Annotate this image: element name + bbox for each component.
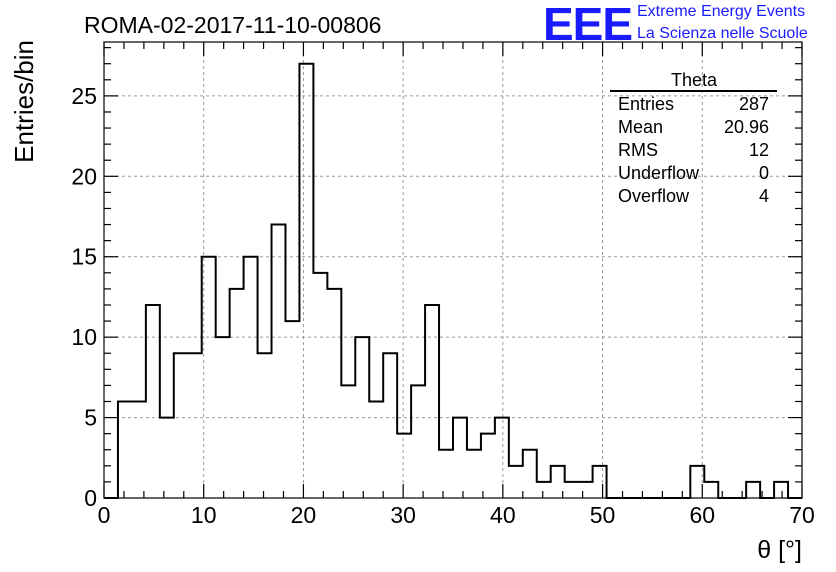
stats-value: 0 xyxy=(759,163,769,183)
y-tick-label: 25 xyxy=(71,83,97,109)
y-tick-label: 0 xyxy=(84,485,97,511)
logo-line-1: Extreme Energy Events xyxy=(637,3,806,20)
x-tick-label: 40 xyxy=(490,502,516,528)
stats-box: Theta Entries 287 Mean 20.96 RMS 12 Underflow 0… xyxy=(610,70,777,206)
stats-value: 20.96 xyxy=(724,117,769,137)
x-tick-label: 10 xyxy=(191,502,217,528)
stats-value: 287 xyxy=(739,94,769,114)
x-tick-label: 20 xyxy=(291,502,317,528)
y-axis-label: Entries/bin xyxy=(9,40,39,163)
x-tick-label: 70 xyxy=(789,502,815,528)
x-tick-label: 0 xyxy=(98,502,111,528)
y-tick-label: 20 xyxy=(71,163,97,189)
y-tick-label: 5 xyxy=(84,405,97,431)
plot-frame xyxy=(103,41,803,499)
x-tick-label: 30 xyxy=(390,502,416,528)
chart-title: ROMA-02-2017-11-10-00806 xyxy=(84,12,381,38)
stats-label: Mean xyxy=(618,117,663,137)
stats-label: Overflow xyxy=(618,186,690,206)
stats-label: Entries xyxy=(618,94,674,114)
x-tick-label: 60 xyxy=(689,502,715,528)
stats-label: Underflow xyxy=(618,163,700,183)
histogram-outline xyxy=(104,62,802,499)
eee-logo: EEE xyxy=(543,0,633,50)
x-axis-label: θ [°] xyxy=(757,536,802,564)
stats-title: Theta xyxy=(671,70,718,90)
y-tick-label: 15 xyxy=(71,244,97,270)
stats-label: RMS xyxy=(618,140,658,160)
x-tick-label: 50 xyxy=(590,502,616,528)
stats-value: 12 xyxy=(749,140,769,160)
y-tick-label: 10 xyxy=(71,324,97,350)
logo-line-2: La Scienza nelle Scuole xyxy=(637,25,808,42)
stats-value: 4 xyxy=(759,186,769,206)
